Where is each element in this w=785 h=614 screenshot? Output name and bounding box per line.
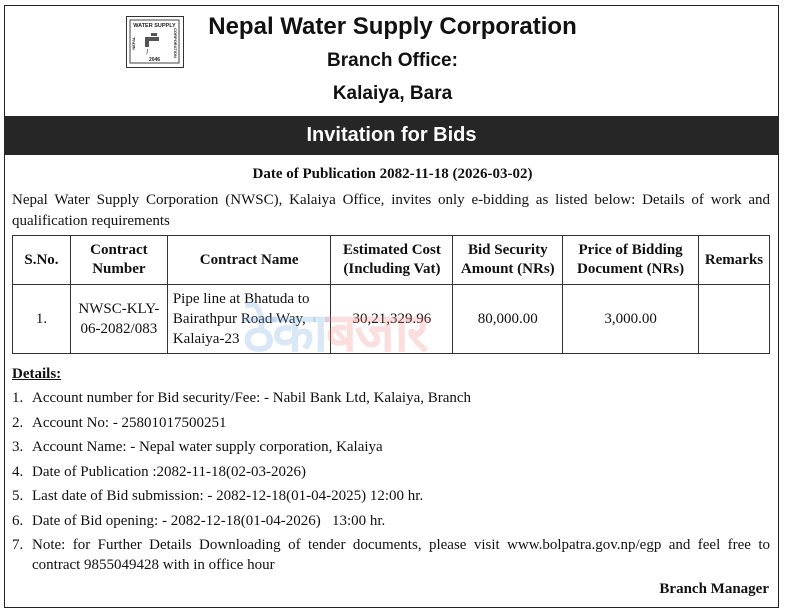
organization-name: Nepal Water Supply Corporation (208, 13, 577, 40)
logo-top-text: WATER SUPPLY (133, 23, 176, 29)
item-number: 3. (12, 439, 24, 455)
cell-bid-security: 80,000.00 (452, 284, 564, 354)
logo-left-text: NEPAL (131, 36, 136, 50)
water-tap-logo-icon: WATER SUPPLY NEPAL CORPORATION 2046 (129, 19, 180, 64)
table-row: 1. NWSC-KLY-06-2082/083 Pipe line at Bha… (12, 284, 771, 354)
header-estimated-cost: Estimated Cost (Including Vat) (330, 235, 454, 285)
signature-branch-manager: Branch Manager (659, 581, 769, 597)
details-heading: Details: (12, 366, 62, 382)
item-number: 6. (12, 512, 24, 529)
header-sno: S.No. (12, 235, 71, 285)
header-bidding-price: Price of Bidding Document (NRs) (562, 235, 699, 285)
cell-bidding-price: 3,000.00 (562, 284, 699, 354)
list-item: 7. Note: for Further Details Downloading … (12, 535, 770, 575)
item-text: Account No: - 25801017500251 (32, 414, 227, 431)
details-list: 1. Account number for Bid security/Fee: -… (12, 388, 770, 580)
logo-right-text: CORPORATION (173, 28, 178, 58)
item-text: Date of Publication :2082-11-18(02-03-20… (32, 463, 306, 480)
nwsc-logo: WATER SUPPLY NEPAL CORPORATION 2046 (126, 16, 184, 68)
header-bid-security: Bid Security Amount (NRs) (452, 235, 564, 285)
list-item: 6. Date of Bid opening: - 2082-12-18(01-0… (12, 511, 770, 531)
bids-table: S.No. Contract Number Contract Name Esti… (12, 235, 771, 354)
item-text: Account number for Bid security/Fee: - N… (32, 390, 472, 406)
notice-title-banner: Invitation for Bids (4, 116, 779, 155)
item-number: 5. (12, 488, 24, 504)
item-number: 4. (12, 463, 24, 480)
item-number: 2. (12, 414, 24, 431)
table-header-row: S.No. Contract Number Contract Name Esti… (12, 235, 771, 285)
item-text: Date of Bid opening: - 2082-12-18(01-04-… (32, 512, 386, 529)
header-remarks: Remarks (697, 235, 771, 285)
list-item: 3. Account Name: - Nepal water supply cor… (12, 437, 770, 457)
header-contract-number: Contract Number (69, 235, 168, 285)
intro-paragraph: Nepal Water Supply Corporation (NWSC), K… (12, 192, 770, 229)
branch-label: Branch Office: (327, 50, 458, 71)
cell-contract-number: NWSC-KLY-06-2082/083 (69, 284, 168, 354)
header-contract-name: Contract Name (166, 235, 332, 285)
item-number: 1. (12, 390, 24, 406)
list-item: 4. Date of Publication :2082-11-18(02-03-… (12, 462, 770, 482)
notice-frame (4, 5, 779, 608)
item-text: Account Name: - Nepal water supply corpo… (32, 439, 383, 455)
item-text: Last date of Bid submission: - 2082-12-1… (32, 488, 424, 504)
cell-estimated-cost: 30,21,329.96 (330, 284, 454, 354)
list-item: 2. Account No: - 25801017500251 (12, 413, 770, 433)
list-item: 5. Last date of Bid submission: - 2082-12… (12, 486, 770, 506)
cell-sno: 1. (12, 284, 71, 354)
logo-year: 2046 (149, 57, 160, 63)
branch-location: Kalaiya, Bara (332, 83, 453, 104)
item-number: 7. (12, 537, 24, 553)
cell-remarks (697, 284, 771, 354)
item-text: Note: for Further Details Downloading of… (32, 537, 770, 573)
list-item: 1. Account number for Bid security/Fee: -… (12, 388, 770, 408)
cell-contract-name: Pipe line at Bhatuda to Bairathpur Road … (166, 284, 332, 354)
publication-date: Date of Publication 2082-11-18 (2026-03-… (252, 166, 533, 182)
